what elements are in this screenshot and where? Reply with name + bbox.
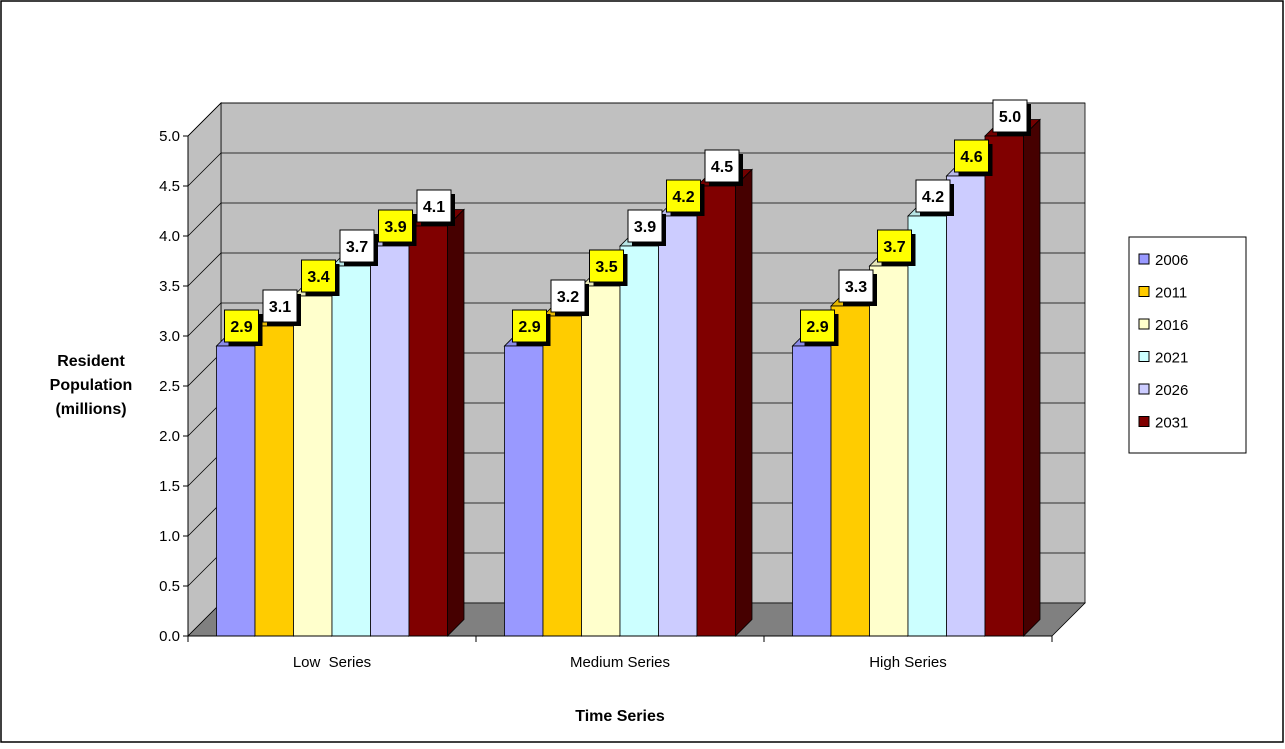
data-label-text: 2.9 [518, 319, 540, 336]
y-tick-label: 1.0 [159, 528, 180, 545]
data-labels: 2.9 3.1 3.4 3.7 3.9 4.1 2.9 3.2 3.5 3.9 4.2 4.5 2.9 3… [224, 99, 1031, 346]
data-label-text: 3.4 [307, 269, 329, 286]
legend-item: 2011 [1138, 285, 1187, 302]
data-label: 5.0 [992, 99, 1031, 136]
legend-label: 2016 [1155, 317, 1188, 334]
data-label: 3.1 [262, 289, 301, 326]
data-label-text: 4.1 [423, 199, 445, 216]
legend-label: 2006 [1155, 252, 1188, 269]
y-tick-label: 1.5 [159, 478, 180, 495]
legend-item: 2021 [1138, 350, 1188, 367]
y-axis: 0.0 0.5 1.0 1.5 2.0 2.5 3.0 3.5 4.0 4.5 5.0 [159, 128, 189, 645]
data-label: 4.1 [416, 189, 455, 226]
data-label: 3.7 [877, 229, 916, 266]
x-axis-title: Time Series [575, 708, 665, 725]
data-label: 2.9 [224, 309, 263, 346]
gridline [187, 202, 1085, 237]
legend-swatch [1138, 253, 1150, 265]
y-tick-label: 4.5 [159, 178, 180, 195]
legend-swatch [1138, 318, 1150, 330]
legend-item: 2006 [1138, 252, 1188, 269]
y-axis-title: Resident Population (millions) [50, 353, 133, 418]
y-axis-title-line: Population [50, 377, 133, 394]
data-label-text: 3.2 [557, 289, 579, 306]
y-tick-label: 4.0 [159, 228, 180, 245]
data-label: 4.2 [915, 179, 954, 216]
bar-2031-0 [408, 208, 465, 637]
data-label-text: 3.1 [269, 299, 291, 316]
x-tick-label: High Series [869, 654, 947, 671]
data-label-text: 2.9 [806, 319, 828, 336]
data-label-text: 4.5 [711, 159, 733, 176]
data-label-text: 3.7 [883, 239, 905, 256]
y-tick-label: 0.5 [159, 578, 180, 595]
data-label-text: 3.7 [346, 239, 368, 256]
legend-item: 2026 [1138, 382, 1188, 399]
data-label: 3.2 [550, 279, 589, 316]
data-label-text: 4.6 [960, 149, 982, 166]
data-label: 3.9 [627, 209, 666, 246]
y-tick-label: 2.5 [159, 378, 180, 395]
y-tick-label: 3.0 [159, 328, 180, 345]
data-label-text: 3.3 [845, 279, 867, 296]
legend-swatch [1138, 416, 1150, 427]
gridline [187, 152, 1085, 187]
legend-swatch [1138, 383, 1150, 395]
legend-item: 2016 [1138, 317, 1188, 334]
legend-label: 2021 [1155, 350, 1188, 367]
data-label: 3.9 [378, 209, 417, 246]
gridline [187, 302, 1085, 337]
gridline [187, 102, 1085, 137]
data-label-text: 2.9 [230, 319, 252, 336]
data-label-text: 3.9 [634, 219, 656, 236]
data-label: 3.3 [838, 269, 877, 306]
data-label: 3.5 [589, 249, 628, 286]
data-label-text: 3.9 [384, 219, 406, 236]
legend-item: 2031 [1138, 415, 1188, 432]
x-tick-label: Low Series [293, 654, 371, 671]
bar-2031-2 [984, 118, 1041, 637]
legend-swatch [1138, 286, 1150, 297]
data-label: 2.9 [800, 309, 839, 346]
y-tick-label: 2.0 [159, 428, 180, 445]
y-tick-label: 0.0 [159, 628, 180, 645]
data-label-text: 4.2 [922, 189, 944, 206]
legend-label: 2011 [1155, 285, 1187, 302]
x-tick-label: Medium Series [570, 654, 670, 671]
data-label-text: 4.2 [672, 189, 694, 206]
data-label: 3.4 [301, 259, 340, 296]
data-label: 4.2 [666, 179, 705, 216]
y-tick-label: 5.0 [159, 128, 180, 145]
legend-label: 2026 [1155, 382, 1188, 399]
bar-2031-1 [696, 168, 753, 637]
data-label: 4.6 [954, 139, 993, 176]
data-label: 3.7 [339, 229, 378, 266]
y-tick-label: 3.5 [159, 278, 180, 295]
data-label: 4.5 [704, 149, 743, 186]
x-axis: Low Series Medium Series High Series [187, 635, 1053, 671]
data-label-text: 3.5 [595, 259, 617, 276]
y-axis-title-line: Resident [57, 353, 125, 370]
gridline [187, 252, 1085, 287]
legend-swatch [1138, 351, 1150, 362]
legend: 2006 2011 2016 2021 2026 2031 [1128, 236, 1247, 454]
data-label-text: 5.0 [999, 109, 1021, 126]
data-label: 2.9 [512, 309, 551, 346]
y-axis-title-line: (millions) [55, 401, 126, 418]
legend-label: 2031 [1155, 415, 1188, 432]
